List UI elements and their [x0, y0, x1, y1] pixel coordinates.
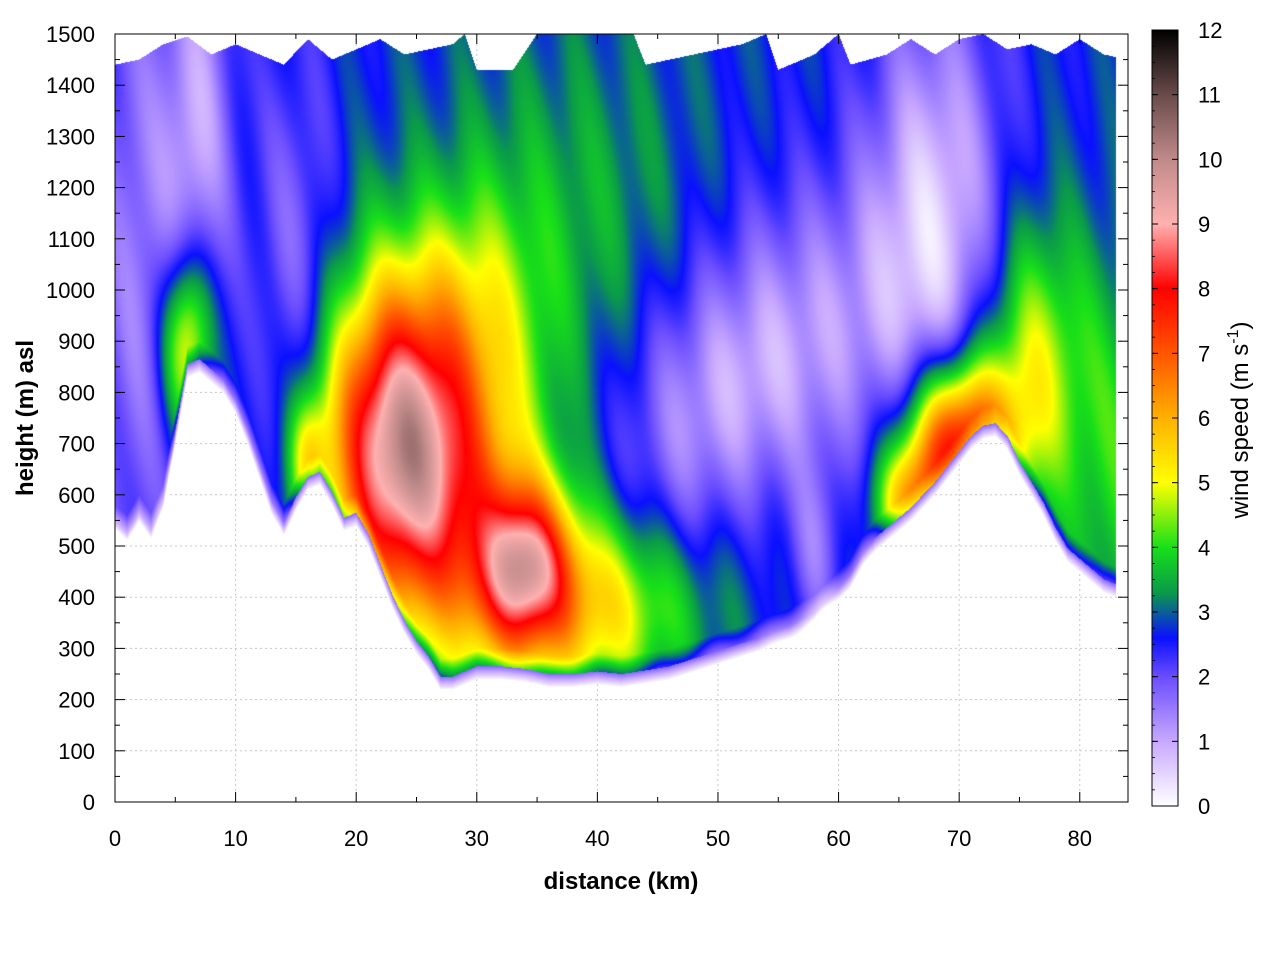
x-tick-label: 30 — [465, 826, 489, 851]
colorbar-tick-label: 10 — [1198, 147, 1222, 172]
x-tick-label: 0 — [109, 826, 121, 851]
colorbar-tick-label: 12 — [1198, 18, 1222, 43]
colorbar-tick-label: 4 — [1198, 535, 1210, 560]
x-tick-label: 60 — [826, 826, 850, 851]
y-tick-label: 1200 — [46, 176, 95, 201]
x-tick-label: 70 — [947, 826, 971, 851]
x-axis-label: distance (km) — [544, 868, 699, 895]
x-tick-label: 40 — [585, 826, 609, 851]
y-tick-label: 600 — [58, 483, 95, 508]
y-axis-ticks: 0 100 200 300 400 500 600 700 800 900 1000 1100 1200… — [46, 22, 1128, 815]
y-tick-label: 300 — [58, 636, 95, 661]
y-tick-label: 700 — [58, 432, 95, 457]
colorbar-tick-label: 5 — [1198, 471, 1210, 496]
y-tick-label: 500 — [58, 534, 95, 559]
colorbar-tick-label: 1 — [1198, 729, 1210, 754]
y-tick-label: 0 — [83, 790, 95, 815]
colorbar-tick-label: 3 — [1198, 600, 1210, 625]
colorbar-tick-label: 0 — [1198, 794, 1210, 819]
colorbar-label-main: wind speed (m s — [1227, 344, 1254, 520]
y-tick-label: 1100 — [48, 227, 95, 252]
x-tick-label: 80 — [1068, 826, 1092, 851]
colorbar-tick-label: 2 — [1198, 665, 1210, 690]
y-tick-label: 900 — [58, 329, 95, 354]
y-tick-label: 1000 — [46, 278, 95, 303]
colorbar-tick-label: 6 — [1198, 406, 1210, 431]
x-axis-ticks: 0 10 20 30 40 50 60 70 80 — [109, 34, 1092, 851]
y-tick-label: 1400 — [46, 73, 95, 98]
y-tick-label: 1300 — [46, 124, 95, 149]
colorbar-tick-label: 8 — [1198, 277, 1210, 302]
colorbar-label-superscript: -1 — [1225, 329, 1242, 343]
colorbar-label-close: ) — [1227, 322, 1254, 330]
y-tick-label: 400 — [58, 585, 95, 610]
colorbar-tick-label: 9 — [1198, 212, 1210, 237]
y-tick-label: 200 — [58, 688, 95, 713]
y-axis-label: height (m) asl — [12, 340, 39, 496]
y-tick-label: 800 — [58, 380, 95, 405]
colorbar-tick-label: 7 — [1198, 341, 1210, 366]
x-tick-label: 10 — [223, 826, 247, 851]
colorbar-tick-label: 11 — [1198, 83, 1221, 108]
x-tick-label: 20 — [344, 826, 368, 851]
y-tick-label: 1500 — [46, 22, 95, 47]
colorbar-label: wind speed (m s-1) — [1225, 322, 1254, 520]
x-tick-label: 50 — [706, 826, 730, 851]
wind-speed-field — [115, 34, 1128, 802]
y-tick-label: 100 — [58, 739, 95, 764]
